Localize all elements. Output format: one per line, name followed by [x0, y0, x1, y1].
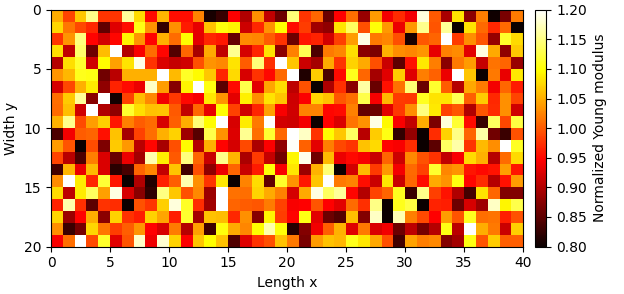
X-axis label: Length x: Length x	[257, 276, 318, 290]
Y-axis label: Width y: Width y	[4, 101, 18, 155]
Y-axis label: Normalized Young modulus: Normalized Young modulus	[593, 34, 607, 222]
